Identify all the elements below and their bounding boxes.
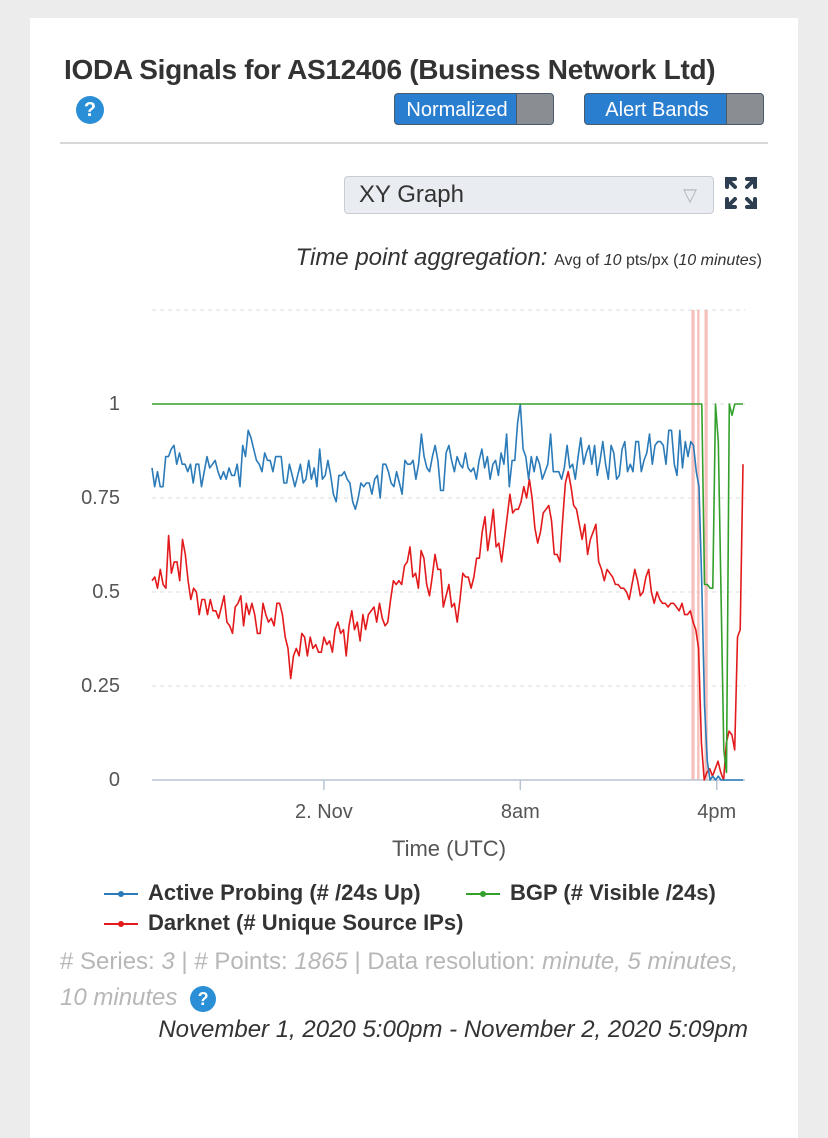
legend-item-bgp[interactable]: BGP (# Visible /24s) bbox=[466, 880, 716, 906]
alert-band bbox=[704, 310, 708, 780]
x-tick-label: 2. Nov bbox=[295, 801, 353, 823]
series-label: # Series: bbox=[60, 948, 155, 975]
date-range: November 1, 2020 5:00pm - November 2, 20… bbox=[158, 1016, 748, 1043]
series-line-1 bbox=[152, 403, 743, 774]
aggregation-value: 10 bbox=[603, 252, 622, 269]
legend-label: Darknet (# Unique Source IPs) bbox=[148, 910, 464, 935]
series-lines bbox=[151, 403, 744, 781]
aggregation-suffix: ) bbox=[756, 252, 762, 269]
normalized-toggle[interactable]: Normalized bbox=[394, 93, 554, 125]
alert-bands bbox=[691, 310, 708, 780]
points-label: # Points: bbox=[194, 948, 288, 975]
normalized-label: Normalized bbox=[406, 99, 508, 121]
y-tick-label: 0.75 bbox=[81, 487, 120, 509]
alert-bands-label: Alert Bands bbox=[605, 99, 709, 121]
graph-type-value: XY Graph bbox=[359, 181, 464, 208]
aggregation-unit: pts/px ( bbox=[625, 252, 679, 269]
aggregation-prefix: Avg of bbox=[554, 252, 600, 269]
alert-bands-toggle[interactable]: Alert Bands bbox=[584, 93, 764, 125]
x-axis-title: Time (UTC) bbox=[392, 836, 506, 861]
xy-chart[interactable]: 0 0.25 0.5 0.75 1 2. Nov 8am 4pm Time (UTC) bbox=[0, 0, 828, 880]
y-tick-label: 1 bbox=[109, 393, 120, 415]
series-count: 3 bbox=[161, 948, 175, 975]
y-axis: 0 0.25 0.5 0.75 1 bbox=[81, 393, 120, 791]
darknet-swatch bbox=[104, 918, 138, 930]
y-tick-label: 0.5 bbox=[92, 581, 120, 603]
series-info: # Series: 3 | # Points: 1865 | Data reso… bbox=[60, 948, 739, 1012]
resolution-value: minute, 5 minutes, 10 minutes bbox=[60, 948, 739, 1011]
x-tick-label: 4pm bbox=[697, 801, 736, 823]
series-line-2 bbox=[151, 464, 744, 781]
legend-label: BGP (# Visible /24s) bbox=[510, 880, 716, 905]
legend-item-active-probing[interactable]: Active Probing (# /24s Up) bbox=[104, 880, 421, 906]
series-line-0 bbox=[151, 403, 743, 781]
aggregation-info: Time point aggregation: Avg of 10 pts/px… bbox=[296, 244, 762, 272]
fullscreen-icon[interactable] bbox=[724, 176, 758, 210]
resolution-label: Data resolution: bbox=[367, 948, 536, 975]
graph-type-select[interactable]: XY Graph ▽ bbox=[344, 176, 714, 214]
active-probing-swatch bbox=[104, 888, 138, 900]
chevron-down-icon: ▽ bbox=[683, 185, 697, 205]
y-tick-label: 0.25 bbox=[81, 675, 120, 697]
help-icon[interactable]: ? bbox=[190, 985, 217, 1012]
points-count: 1865 bbox=[294, 948, 348, 975]
divider bbox=[60, 142, 768, 144]
aggregation-label: Time point aggregation: bbox=[295, 244, 548, 271]
x-tick-label: 8am bbox=[501, 801, 540, 823]
help-icon[interactable]: ? bbox=[76, 96, 104, 124]
aggregation-interval: 10 minutes bbox=[678, 252, 757, 269]
alert-band bbox=[691, 310, 695, 780]
legend-label: Active Probing (# /24s Up) bbox=[148, 880, 421, 905]
grid bbox=[152, 309, 745, 687]
page-title: IODA Signals for AS12406 (Business Netwo… bbox=[64, 54, 716, 85]
y-tick-label: 0 bbox=[109, 769, 120, 791]
toggle-knob bbox=[726, 94, 763, 124]
bgp-swatch bbox=[466, 888, 500, 900]
alert-band bbox=[697, 310, 700, 780]
legend-item-darknet[interactable]: Darknet (# Unique Source IPs) bbox=[104, 910, 463, 936]
toggle-knob bbox=[516, 94, 553, 124]
x-axis: 2. Nov 8am 4pm bbox=[152, 779, 745, 823]
